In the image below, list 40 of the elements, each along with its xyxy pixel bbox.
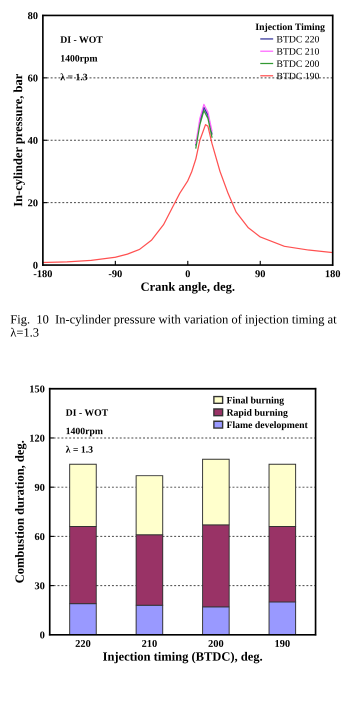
annotation: DI - WOT bbox=[60, 36, 103, 43]
annotation: λ = 1.3 bbox=[66, 446, 93, 453]
x-axis-title: Crank angle, deg. bbox=[141, 282, 234, 294]
y-tick-label: 30 bbox=[34, 582, 44, 590]
y-tick-label: 120 bbox=[30, 434, 44, 442]
annotation: 1400rpm bbox=[66, 428, 103, 436]
x-tick-label: 200 bbox=[208, 640, 224, 647]
annotation: λ = 1.3 bbox=[60, 73, 88, 80]
y-axis-title: In-cylinder pressure, bar bbox=[13, 74, 25, 206]
annotation: 1400rpm bbox=[61, 55, 98, 64]
y-tick-label: 60 bbox=[28, 74, 38, 82]
x-axis-title: Injection timing (BTDC), deg. bbox=[103, 652, 262, 664]
y-tick-label: 20 bbox=[28, 199, 38, 206]
y-tick-label: 150 bbox=[30, 385, 44, 392]
legend-label: BTDC 220 bbox=[276, 36, 320, 42]
y-tick-label: 0 bbox=[33, 262, 38, 269]
x-tick-label: 180 bbox=[326, 270, 340, 278]
legend-title: Injection Timing bbox=[256, 23, 325, 32]
y-tick-label: 60 bbox=[34, 533, 44, 540]
legend-label: Final burning bbox=[226, 396, 284, 406]
x-tick-label: 0 bbox=[186, 270, 190, 278]
y-tick-label: 40 bbox=[28, 136, 38, 144]
legend-label: BTDC 210 bbox=[276, 48, 320, 55]
x-tick-label: 190 bbox=[275, 640, 290, 647]
legend-label: BTDC 200 bbox=[276, 60, 320, 67]
x-tick-label: 90 bbox=[255, 270, 266, 278]
y-tick-label: 80 bbox=[28, 12, 38, 20]
line-series bbox=[42, 124, 333, 264]
x-tick-label: 220 bbox=[76, 640, 90, 647]
legend-label: Flame development bbox=[226, 421, 308, 430]
caption: Fig. 10 In-cylinder pressure with variation of injection timing at λ=1.3 bbox=[10, 314, 337, 337]
legend-label: BTDC 190 bbox=[276, 72, 320, 80]
y-axis-title: Combustion duration, deg. bbox=[15, 440, 26, 583]
annotation: DI - WOT bbox=[66, 409, 108, 416]
legend-label: Rapid burning bbox=[226, 408, 288, 418]
y-tick-label: 0 bbox=[40, 631, 44, 639]
x-tick-label: 210 bbox=[142, 640, 157, 647]
x-tick-label: -180 bbox=[34, 270, 52, 278]
x-tick-label: -90 bbox=[108, 270, 122, 278]
y-tick-label: 90 bbox=[34, 484, 44, 491]
